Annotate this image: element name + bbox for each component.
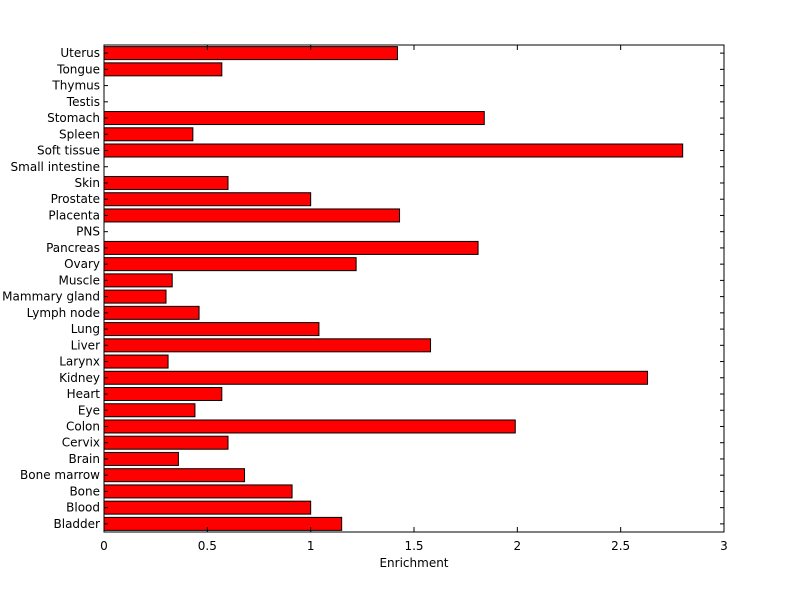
bar-muscle: [103, 273, 173, 288]
y-axis-ticks: Bladder Blood Bone Bone marrow Brain Cervix Co…: [2, 46, 724, 531]
y-tick-label: Skin: [74, 176, 100, 190]
y-tick-label: Kidney: [59, 371, 100, 385]
y-tick-label: Eye: [78, 403, 100, 417]
y-tick-label: Bone: [69, 484, 100, 498]
plot-frame: [103, 44, 725, 533]
y-tick-label: Uterus: [60, 46, 100, 60]
bar-lymph-node: [103, 305, 200, 320]
y-tick-label: Testis: [66, 95, 100, 109]
y-tick-label: Colon: [66, 419, 100, 433]
bar-bone-marrow: [103, 468, 246, 483]
y-tick-label: Pancreas: [46, 241, 100, 255]
x-tick-label: 1.5: [404, 539, 423, 553]
y-tick-label: Blood: [66, 501, 100, 515]
bar-cervix: [103, 435, 229, 450]
bar-prostate: [103, 192, 312, 207]
y-tick-label: Thymus: [51, 79, 100, 93]
bar-uterus: [103, 46, 398, 61]
bar-tongue: [103, 62, 223, 77]
bar-bone: [103, 484, 293, 499]
y-tick-label: Larynx: [59, 355, 100, 369]
bar-skin: [103, 175, 229, 190]
y-tick-label: Soft tissue: [37, 144, 100, 158]
x-axis-label: Enrichment: [379, 556, 448, 570]
y-tick-label: Spleen: [59, 127, 100, 141]
x-tick-label: 1: [307, 539, 315, 553]
x-axis-ticks: 0 0.5 1 1.5 2 2.5 3: [100, 45, 728, 553]
bar-heart: [103, 387, 223, 402]
x-tick-label: 2: [514, 539, 522, 553]
x-tick-label: 3: [720, 539, 728, 553]
y-tick-label: Brain: [69, 452, 100, 466]
y-tick-label: Muscle: [58, 273, 100, 287]
bar-bladder: [103, 516, 343, 531]
y-tick-label: Placenta: [48, 208, 100, 222]
y-tick-label: PNS: [76, 225, 100, 239]
x-tick-label: 0: [100, 539, 108, 553]
bar-kidney: [103, 370, 649, 385]
bar-larynx: [103, 354, 169, 369]
bar-placenta: [103, 208, 401, 223]
y-tick-label: Liver: [71, 338, 101, 352]
y-tick-label: Lymph node: [27, 306, 100, 320]
y-tick-label: Bladder: [54, 517, 101, 531]
y-tick-label: Small intestine: [11, 160, 100, 174]
y-tick-label: Prostate: [51, 192, 100, 206]
bar-eye: [103, 403, 196, 418]
x-tick-label: 0.5: [198, 539, 217, 553]
bar-ovary: [103, 257, 357, 272]
bar-spleen: [103, 127, 194, 142]
bar-colon: [103, 419, 516, 434]
bar-liver: [103, 338, 432, 353]
y-tick-label: Heart: [67, 387, 101, 401]
y-tick-label: Lung: [71, 322, 100, 336]
bar-pancreas: [103, 240, 479, 255]
y-tick-label: Bone marrow: [20, 468, 100, 482]
bar-lung: [103, 322, 320, 337]
bar-stomach: [103, 111, 485, 126]
plot-area: [104, 45, 724, 532]
bar-soft-tissue: [103, 143, 684, 158]
y-tick-label: Ovary: [64, 257, 100, 271]
y-tick-label: Tongue: [56, 62, 100, 76]
bar-brain: [103, 451, 179, 466]
y-tick-label: Mammary gland: [2, 290, 100, 304]
y-tick-label: Cervix: [62, 436, 100, 450]
x-tick-label: 2.5: [611, 539, 630, 553]
y-tick-label: Stomach: [47, 111, 100, 125]
bar-blood: [103, 500, 312, 515]
bar-mammary-gland: [103, 289, 167, 304]
